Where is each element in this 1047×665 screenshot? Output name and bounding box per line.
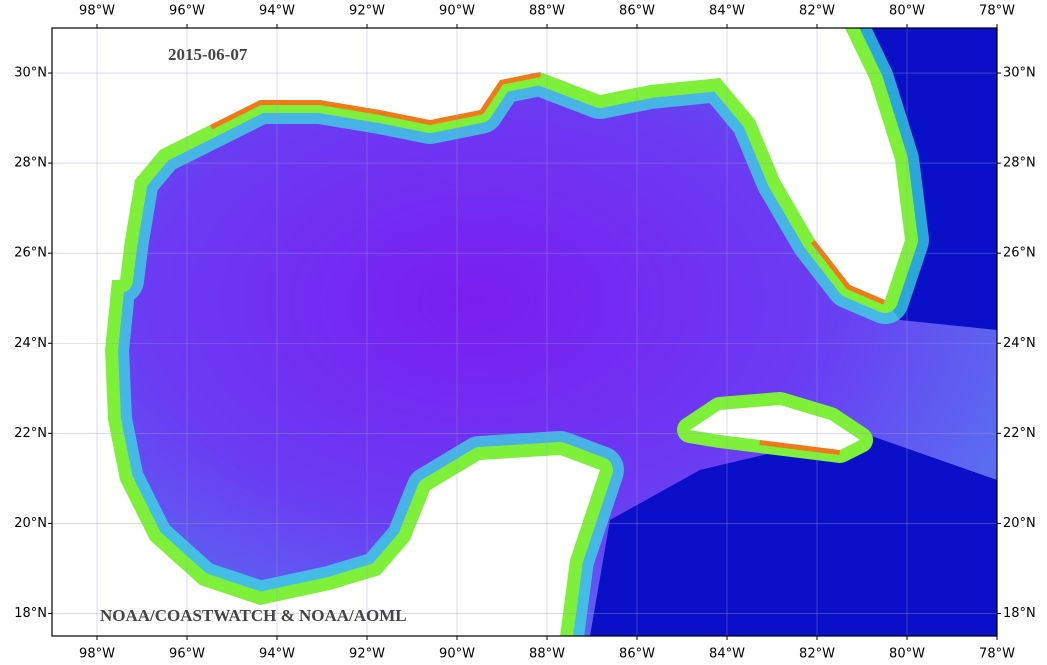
graticule xyxy=(52,28,997,636)
y-tick-label: 18°N xyxy=(14,606,47,621)
x-tick-label: 82°W xyxy=(799,647,835,662)
y-tick-label: 22°N xyxy=(1003,426,1036,441)
x-tick-label: 78°W xyxy=(979,647,1015,662)
y-tick-label: 26°N xyxy=(14,246,47,261)
y-tick-label: 30°N xyxy=(14,66,47,81)
x-tick-label: 86°W xyxy=(619,647,655,662)
x-tick-label: 80°W xyxy=(889,4,925,19)
x-tick-label: 86°W xyxy=(619,4,655,19)
y-tick-label: 30°N xyxy=(1003,66,1036,81)
y-tick-label: 24°N xyxy=(14,336,47,351)
y-tick-label: 26°N xyxy=(1003,246,1036,261)
x-tick-label: 82°W xyxy=(799,4,835,19)
x-tick-label: 94°W xyxy=(259,647,295,662)
x-tick-label: 90°W xyxy=(439,647,475,662)
y-tick-label: 18°N xyxy=(1003,606,1036,621)
land xyxy=(52,28,905,636)
x-tick-label: 84°W xyxy=(709,647,745,662)
y-tick-label: 28°N xyxy=(14,156,47,171)
x-tick-label: 92°W xyxy=(349,4,385,19)
x-tick-label: 98°W xyxy=(79,4,115,19)
x-tick-label: 94°W xyxy=(259,4,295,19)
y-tick-label: 20°N xyxy=(1003,516,1036,531)
x-tick-label: 98°W xyxy=(79,647,115,662)
x-tick-label: 96°W xyxy=(169,4,205,19)
x-tick-label: 90°W xyxy=(439,4,475,19)
x-tick-label: 96°W xyxy=(169,647,205,662)
map-image xyxy=(52,28,997,636)
map-frame xyxy=(51,27,998,637)
credit-label: NOAA/COASTWATCH & NOAA/AOML xyxy=(100,606,407,625)
x-tick-label: 84°W xyxy=(709,4,745,19)
y-tick-label: 28°N xyxy=(1003,156,1036,171)
x-tick-label: 88°W xyxy=(529,647,565,662)
x-tick-label: 92°W xyxy=(349,647,385,662)
y-tick-label: 22°N xyxy=(14,426,47,441)
y-tick-label: 24°N xyxy=(1003,336,1036,351)
x-tick-label: 88°W xyxy=(529,4,565,19)
x-tick-label: 80°W xyxy=(889,647,925,662)
date-label: 2015-06-07 xyxy=(168,45,248,64)
caribbean xyxy=(590,432,997,636)
axis-ticks: 98°W 98°W 96°W 96°W 94°W 94°W 92°W 92°W 90°W 90°W… xyxy=(14,4,1036,662)
x-tick-label: 78°W xyxy=(979,4,1015,19)
y-tick-label: 20°N xyxy=(14,516,47,531)
